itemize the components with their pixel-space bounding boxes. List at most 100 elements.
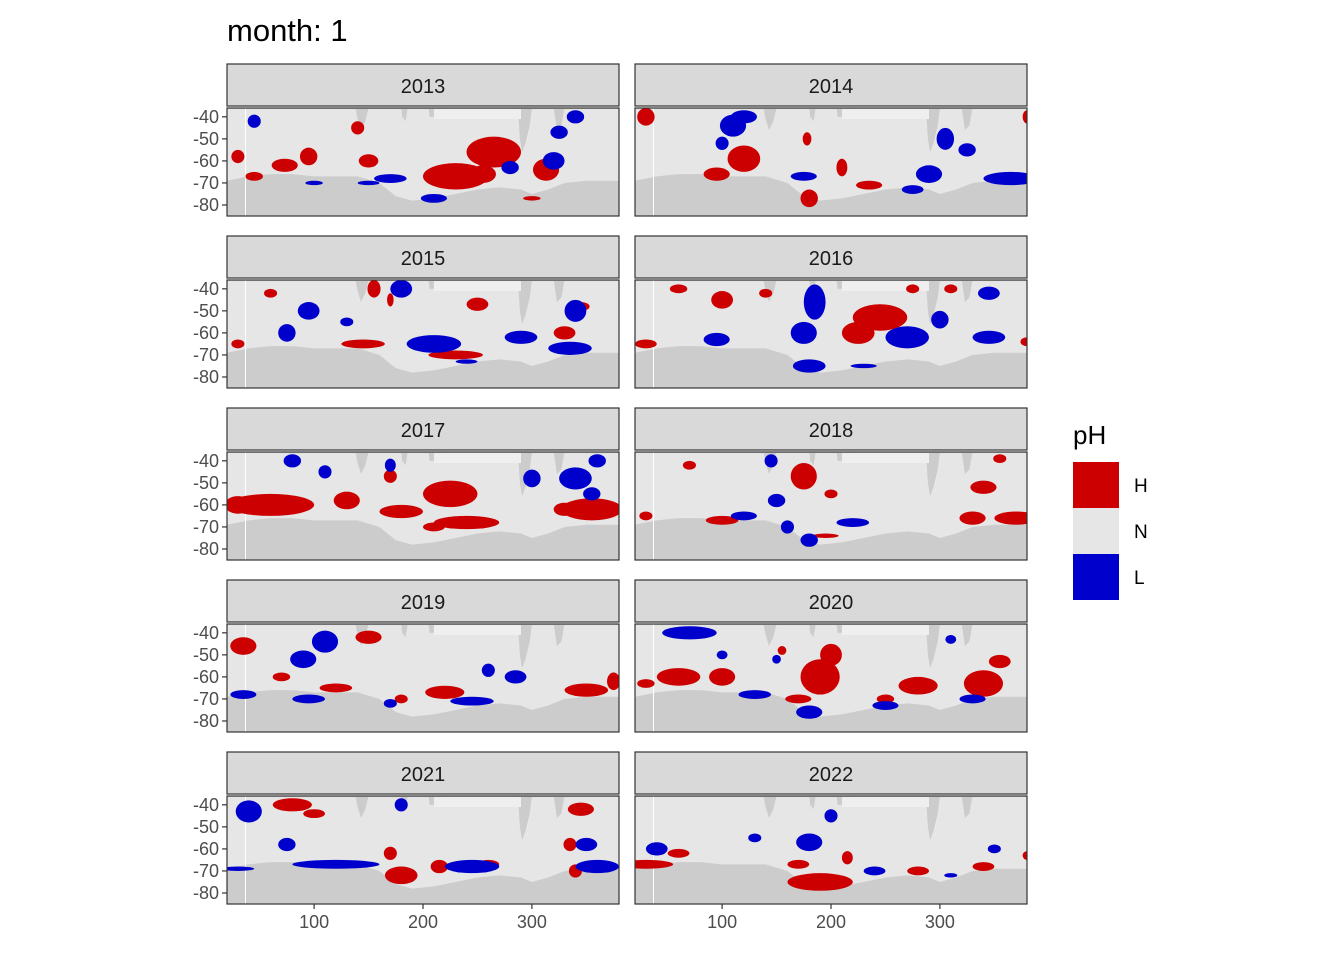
y-tick-label: -40: [193, 795, 219, 815]
no-data-band: [433, 625, 521, 636]
low-ph-region: [383, 698, 397, 708]
high-ph-region: [876, 694, 895, 704]
high-ph-region: [430, 859, 449, 874]
low-ph-region: [703, 332, 730, 347]
high-ph-region: [383, 469, 397, 483]
low-ph-region: [227, 866, 255, 871]
plot-area: [227, 108, 619, 216]
high-ph-region: [553, 326, 576, 340]
low-ph-region: [297, 302, 320, 320]
low-ph-region: [983, 171, 1027, 186]
chart-title: month: 1: [227, 13, 348, 48]
land-mass: [961, 108, 973, 131]
facet-strip-label: 2014: [809, 76, 854, 98]
high-ph-region: [856, 180, 883, 190]
low-ph-region: [311, 630, 339, 653]
plot-area: [635, 624, 1027, 732]
low-ph-region: [662, 626, 717, 640]
high-ph-region: [227, 496, 251, 514]
high-ph-region: [394, 694, 408, 704]
no-data-band: [433, 281, 521, 292]
land-mass: [809, 624, 816, 638]
high-ph-region: [993, 454, 1007, 464]
y-tick-label: -70: [193, 173, 219, 193]
low-ph-region: [790, 171, 817, 181]
y-tick-label: -70: [193, 689, 219, 709]
low-ph-region: [504, 670, 527, 684]
high-ph-region: [567, 802, 594, 816]
high-ph-region: [607, 672, 619, 691]
high-ph-region: [227, 493, 315, 516]
high-ph-region: [523, 196, 541, 201]
high-ph-region: [970, 480, 997, 494]
land-mass: [553, 280, 565, 303]
land-mass: [925, 280, 940, 325]
high-ph-region: [841, 851, 853, 865]
low-ph-region: [800, 533, 818, 547]
high-ph-region: [303, 809, 325, 819]
legend: pH H N L: [1073, 420, 1148, 600]
low-ph-region: [959, 694, 986, 704]
high-ph-region: [1022, 110, 1027, 124]
high-ph-region: [907, 866, 929, 876]
high-ph-region: [245, 171, 263, 181]
high-ph-region: [355, 630, 382, 644]
y-tick-label: -50: [193, 473, 219, 493]
high-ph-region: [705, 515, 739, 525]
low-ph-region: [504, 330, 538, 344]
high-ph-region: [787, 873, 853, 891]
low-ph-region: [767, 493, 786, 508]
y-tick-label: -80: [193, 539, 219, 559]
panel-border: [226, 279, 620, 389]
high-ph-region: [790, 463, 817, 490]
high-ph-region: [379, 504, 423, 519]
panel-border: [634, 451, 1028, 561]
x-tick-label: 100: [299, 912, 329, 932]
y-tick-label: -40: [193, 279, 219, 299]
x-tick-label: 300: [517, 912, 547, 932]
low-ph-region: [730, 511, 757, 521]
y-tick-label: -70: [193, 345, 219, 365]
facet-panel-2016: 2016: [634, 235, 1028, 389]
high-ph-region: [272, 798, 312, 812]
high-ph-region: [800, 189, 818, 208]
high-ph-region: [299, 147, 318, 166]
low-ph-region: [764, 454, 778, 468]
x-tick-label: 300: [925, 912, 955, 932]
panel-border: [226, 107, 620, 217]
facet-strip-label: 2016: [809, 248, 854, 270]
legend-key-N: [1073, 508, 1119, 554]
low-ph-region: [384, 458, 396, 472]
land-mass: [355, 796, 369, 819]
land-mass: [553, 452, 565, 475]
low-ph-region: [748, 833, 762, 843]
low-ph-region: [796, 705, 823, 719]
land-mass: [925, 108, 940, 153]
y-tick-label: -50: [193, 645, 219, 665]
low-ph-region: [481, 663, 495, 677]
y-tick-label: -80: [193, 883, 219, 903]
land-mass: [763, 108, 777, 131]
high-ph-region: [272, 672, 291, 682]
plot-area: [635, 108, 1027, 216]
land-mass: [355, 280, 369, 303]
facet-strip-label: 2013: [401, 76, 446, 98]
land-mass: [517, 280, 532, 325]
land-mass: [961, 624, 973, 647]
land-mass: [763, 624, 777, 647]
high-ph-region: [906, 284, 920, 294]
high-ph-region: [787, 859, 810, 869]
low-ph-region: [901, 185, 924, 194]
low-ph-region: [738, 690, 772, 699]
low-ph-region: [936, 127, 955, 150]
no-data-band: [841, 109, 929, 120]
high-ph-region: [423, 480, 478, 508]
high-ph-region: [709, 668, 736, 686]
facet-panels: 2013-40-50-60-70-8020142015-40-50-60-70-…: [193, 63, 1028, 932]
low-ph-region: [730, 110, 757, 124]
low-ph-region: [715, 136, 729, 150]
low-ph-region: [247, 114, 261, 128]
legend-label-N: N: [1134, 522, 1148, 543]
land-mass: [355, 452, 369, 475]
high-ph-region: [428, 350, 483, 360]
